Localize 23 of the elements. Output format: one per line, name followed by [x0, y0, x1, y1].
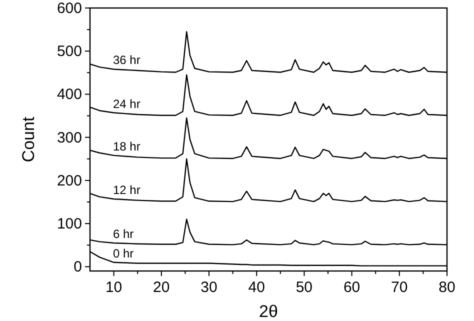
y-tick-label: 300: [56, 129, 82, 146]
y-axis-title: Count: [19, 116, 38, 162]
y-tick-label: 400: [56, 86, 82, 104]
x-tick-label: 10: [105, 279, 122, 296]
series-label: 12 hr: [113, 183, 140, 197]
x-tick-label: 20: [153, 279, 170, 296]
series-label: 18 hr: [113, 139, 140, 154]
x-tick-label: 40: [248, 279, 265, 296]
y-tick-label: 0: [74, 258, 82, 276]
series-label: 0 hr: [113, 246, 134, 260]
x-tick-label: 70: [391, 279, 408, 296]
x-axis-title: 2θ: [259, 302, 278, 321]
series-label: 24 hr: [113, 96, 140, 111]
y-tick-label: 500: [56, 43, 82, 60]
x-tick-label: 80: [438, 279, 456, 296]
y-tick-label: 100: [56, 216, 82, 233]
x-tick-label: 30: [200, 279, 218, 296]
x-tick-label: 50: [296, 279, 313, 296]
y-tick-label: 600: [56, 0, 82, 17]
series-label: 36 hr: [113, 53, 140, 68]
y-tick-label: 200: [56, 172, 82, 190]
x-tick-label: 60: [343, 279, 360, 296]
series-label: 6 hr: [113, 226, 134, 241]
